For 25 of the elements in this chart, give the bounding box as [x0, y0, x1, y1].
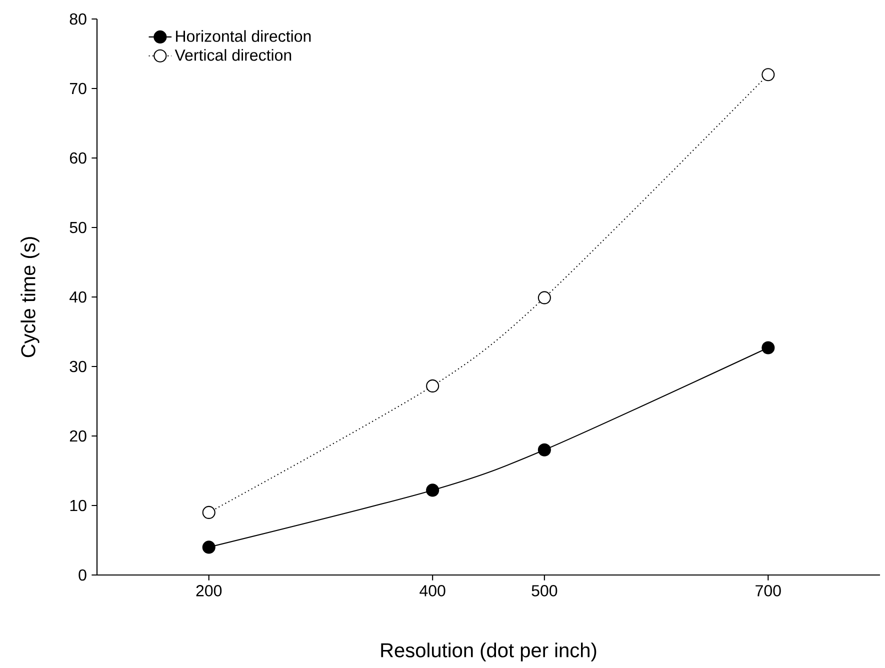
y-tick-label: 60	[70, 152, 86, 164]
point	[538, 443, 551, 456]
point	[202, 540, 216, 554]
y-tick-label: 70	[70, 82, 86, 94]
x-axis-title: Resolution (dot per inch)	[381, 642, 596, 662]
x-tick-label: 200	[196, 585, 222, 596]
y-tick-label: 10	[70, 500, 86, 512]
point	[426, 379, 440, 392]
y-tick-label: 30	[70, 360, 86, 372]
point	[538, 291, 551, 304]
legend-label: Horizontal direction	[176, 30, 311, 42]
point	[762, 341, 775, 354]
y-axis-title: Cycle time (s)	[20, 237, 40, 358]
y-tick-label: 0	[78, 569, 86, 581]
x-tick-label: 700	[756, 585, 781, 596]
y-tick-label: 20	[70, 430, 86, 442]
y-tick-label: 80	[70, 13, 86, 25]
y-tick-label: 40	[70, 291, 86, 303]
point	[202, 506, 216, 519]
x-tick-label: 500	[532, 585, 558, 596]
x-tick-label: 400	[420, 585, 446, 596]
point	[762, 68, 775, 82]
point	[426, 484, 440, 497]
y-tick-label: 50	[70, 222, 86, 234]
legend-label: Vertical direction	[174, 49, 292, 61]
